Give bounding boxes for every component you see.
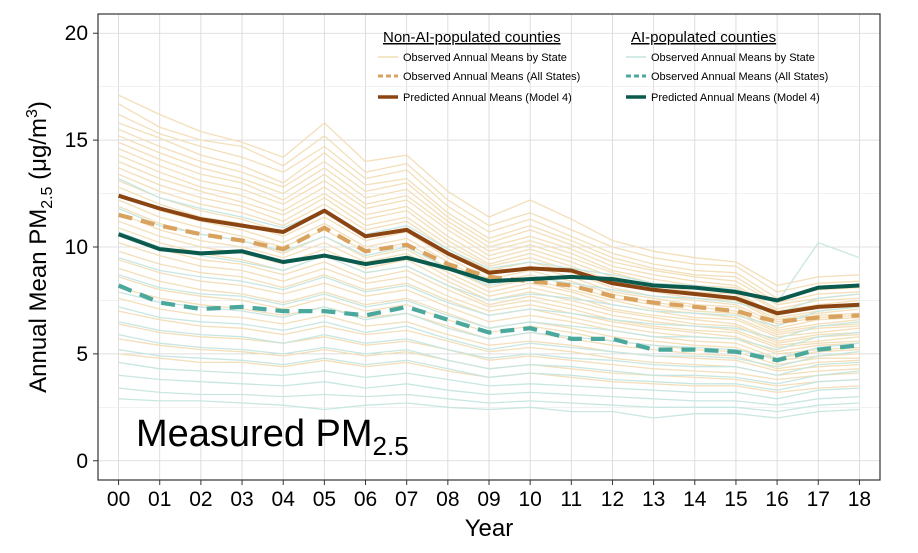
legend-label-0-2: Predicted Annual Means (Model 4) <box>403 92 572 104</box>
state-line-ai-8 <box>118 333 860 385</box>
y-axis-title-subscript: 2.5 <box>39 186 56 208</box>
state-line-non-ai-20 <box>118 233 860 349</box>
ai-model4-predicted-line <box>117 232 860 303</box>
state-line-ai-6 <box>118 306 860 368</box>
x-tick-label-12: 12 <box>601 488 624 511</box>
x-tick-label-08: 08 <box>436 488 459 511</box>
x-tick-label-15: 15 <box>724 488 747 511</box>
legend-label-1-1: Observed Annual Means (All States) <box>651 71 828 83</box>
plot-annotation-main: Measured PM <box>136 413 373 455</box>
x-tick-label-18: 18 <box>848 488 871 511</box>
state-line-non-ai-13 <box>118 186 860 332</box>
x-tick-label-17: 17 <box>807 488 830 511</box>
x-tick-label-14: 14 <box>683 488 707 511</box>
state-line-ai-13 <box>118 398 860 419</box>
x-tick-label-07: 07 <box>395 488 418 511</box>
x-tick-label-05: 05 <box>313 488 336 511</box>
x-tick-label-03: 03 <box>230 488 253 511</box>
x-tick-label-09: 09 <box>477 488 500 511</box>
state-line-non-ai-27 <box>118 297 860 372</box>
y-tick-label-20: 20 <box>65 22 88 45</box>
x-tick-label-11: 11 <box>560 488 582 511</box>
state-line-non-ai-6 <box>118 141 860 312</box>
state-line-non-ai-2 <box>118 113 860 299</box>
state-line-non-ai-14 <box>118 192 860 334</box>
state-line-non-ai-1 <box>118 103 860 293</box>
legend-heading-1: AI-populated counties <box>631 29 776 46</box>
x-tick-label-02: 02 <box>189 488 212 511</box>
y-tick-label-10: 10 <box>65 236 88 259</box>
state-line-non-ai-5 <box>118 135 860 310</box>
non-ai-all-states-observed-line <box>118 212 860 324</box>
axis-ticks: 00 01 02 03 04 05 06 07 08 09 10 11 12 13 14 15 16 17 1805… <box>65 22 871 511</box>
summary-lines <box>117 193 860 363</box>
state-line-ai-2 <box>118 231 860 327</box>
state-line-ai-12 <box>118 387 860 413</box>
x-tick-label-13: 13 <box>642 488 665 511</box>
x-axis-title: Year <box>465 515 514 542</box>
y-axis-title-unit: (μg/m <box>25 118 52 187</box>
y-axis-title-superscript: 3 <box>24 109 41 118</box>
legend-label-1-0: Observed Annual Means by State <box>651 52 815 64</box>
state-line-ai-9 <box>118 348 860 391</box>
state-line-ai-7 <box>118 321 860 376</box>
x-tick-label-04: 04 <box>272 488 296 511</box>
x-tick-label-00: 00 <box>107 488 130 511</box>
plot-annotation-subscript: 2.5 <box>373 431 409 461</box>
y-tick-label-15: 15 <box>65 129 88 152</box>
ai-all-states-observed-line <box>117 283 860 363</box>
state-line-non-ai-17 <box>118 212 860 342</box>
state-line-non-ai-21 <box>118 242 860 353</box>
state-line-non-ai-4 <box>118 128 860 306</box>
legend-label-0-1: Observed Annual Means (All States) <box>403 71 580 83</box>
state-line-ai-4 <box>118 274 860 351</box>
y-tick-label-0: 0 <box>76 450 88 473</box>
legend-label-0-0: Observed Annual Means by State <box>403 52 567 64</box>
x-tick-label-01: 01 <box>148 488 171 511</box>
x-tick-label-06: 06 <box>354 488 377 511</box>
state-line-non-ai-15 <box>118 199 860 336</box>
state-line-ai-3 <box>118 257 860 340</box>
y-axis-title-close: ) <box>25 101 52 109</box>
state-line-non-ai-8 <box>118 154 860 319</box>
legend-label-1-2: Predicted Annual Means (Model 4) <box>651 92 820 104</box>
state-line-ai-10 <box>118 361 860 400</box>
x-tick-label-10: 10 <box>518 488 541 511</box>
state-line-ai-0 <box>118 178 860 304</box>
state-line-non-ai-23 <box>118 259 860 359</box>
legend: Non-AI-populated counties Observed Annual… <box>378 29 828 104</box>
state-line-non-ai-29 <box>118 323 860 381</box>
y-axis-title-main: Annual Mean PM <box>25 209 52 393</box>
plot-annotation: Measured PM2.5 <box>136 413 409 461</box>
y-axis-title: Annual Mean PM2.5 (μg/m3) <box>24 101 56 393</box>
state-line-ai-11 <box>118 374 860 406</box>
legend-heading-0: Non-AI-populated counties <box>383 29 561 46</box>
state-line-non-ai-3 <box>118 122 860 304</box>
state-line-non-ai-0 <box>118 94 860 287</box>
y-tick-label-5: 5 <box>76 343 88 366</box>
non-ai-model4-predicted-line <box>118 193 860 316</box>
x-tick-label-16: 16 <box>765 488 788 511</box>
state-line-non-ai-19 <box>118 227 860 346</box>
